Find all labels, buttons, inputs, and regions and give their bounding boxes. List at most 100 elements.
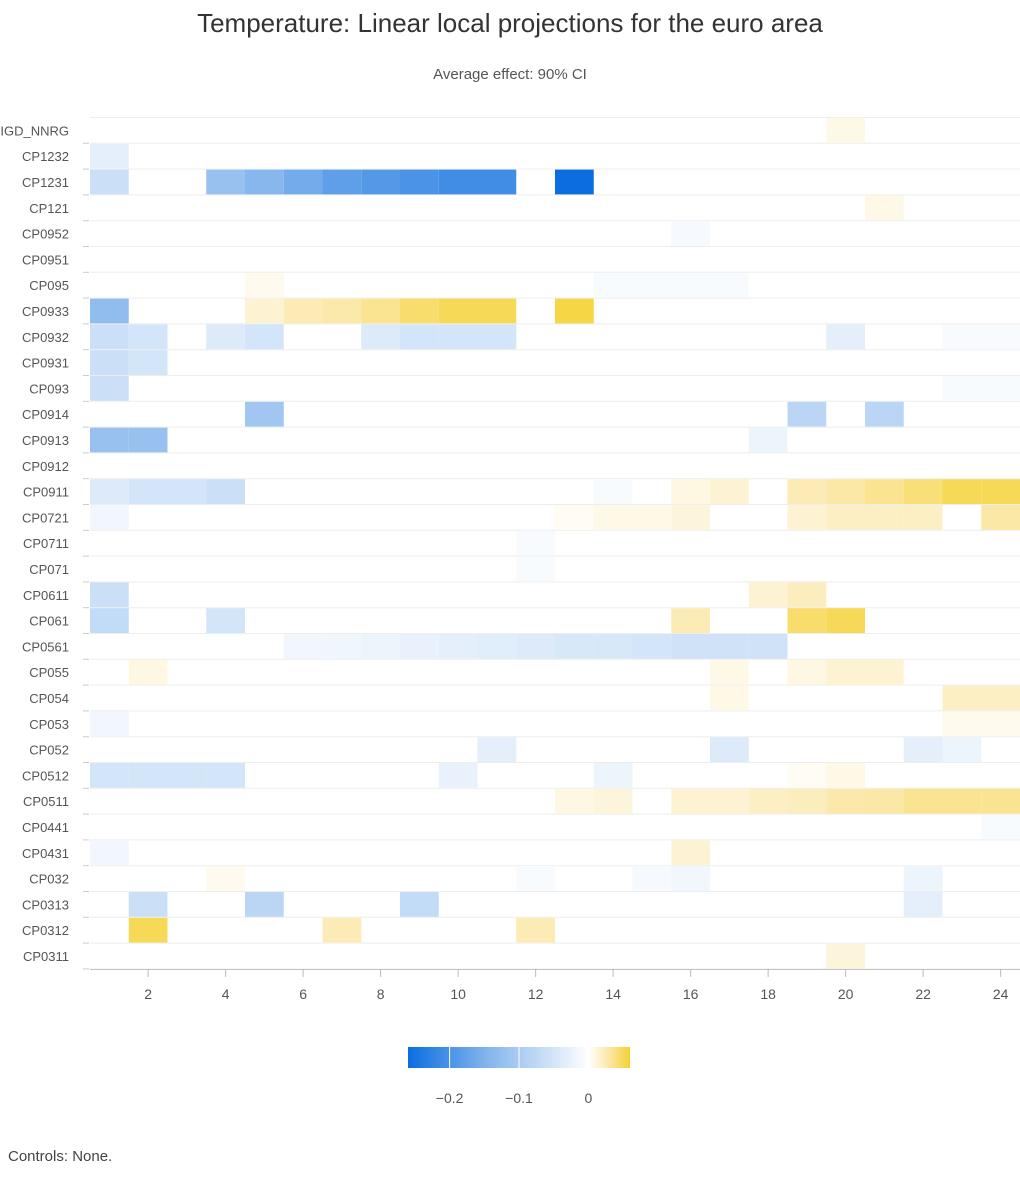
heatmap-cell bbox=[90, 298, 129, 324]
heatmap-cell bbox=[400, 634, 439, 659]
heatmap-cell bbox=[245, 324, 284, 350]
heatmap-cell bbox=[671, 788, 710, 814]
heatmap-cell bbox=[748, 788, 788, 814]
heatmap-cell bbox=[826, 659, 865, 685]
heatmap-cell bbox=[322, 169, 362, 195]
x-tick-label: 22 bbox=[915, 986, 931, 1002]
heatmap-cell bbox=[593, 479, 633, 504]
row-label: CP093 bbox=[29, 381, 69, 396]
row-label: CP1232 bbox=[22, 149, 69, 164]
heatmap-cell bbox=[787, 788, 827, 814]
row-label: IGD_NNRG bbox=[0, 123, 69, 138]
heatmap-cell bbox=[128, 892, 168, 917]
row-label: CP0312 bbox=[22, 923, 69, 938]
heatmap-cell bbox=[477, 169, 517, 195]
heatmap-cell bbox=[903, 737, 943, 762]
row-label: CP053 bbox=[29, 717, 69, 732]
heatmap-cell bbox=[400, 892, 439, 917]
chart-title: Temperature: Linear local projections fo… bbox=[197, 8, 823, 38]
heatmap-cell bbox=[903, 866, 943, 891]
row-label: CP0914 bbox=[22, 407, 69, 422]
heatmap-cell bbox=[90, 479, 129, 504]
heatmap-cell bbox=[942, 685, 982, 711]
heatmap-plot: IGD_NNRGCP1232CP1231CP121CP0952CP0951CP0… bbox=[0, 117, 1020, 1106]
heatmap-cell bbox=[283, 169, 323, 195]
heatmap-cell bbox=[748, 427, 788, 453]
heatmap-cell bbox=[632, 505, 672, 530]
heatmap-cell bbox=[361, 324, 400, 350]
heatmap-cell bbox=[167, 763, 207, 788]
heatmap-cell bbox=[90, 350, 129, 375]
heatmap-cell bbox=[981, 788, 1020, 814]
heatmap-cell bbox=[322, 917, 362, 943]
heatmap-cell bbox=[206, 169, 245, 195]
heatmap-cell bbox=[826, 943, 865, 969]
heatmap-cell bbox=[90, 324, 129, 350]
x-tick-label: 14 bbox=[605, 986, 621, 1002]
heatmap-cell bbox=[322, 298, 362, 324]
heatmap-cell bbox=[865, 505, 904, 530]
row-label: CP095 bbox=[29, 278, 69, 293]
row-label: CP0561 bbox=[22, 639, 69, 654]
heatmap-cell bbox=[671, 479, 710, 504]
heatmap-cell bbox=[942, 324, 982, 350]
heatmap-cell bbox=[555, 505, 594, 530]
heatmap-cell bbox=[90, 169, 129, 195]
heatmap-cell bbox=[90, 143, 129, 169]
heatmap-cell bbox=[90, 582, 129, 608]
row-label: CP032 bbox=[29, 872, 69, 887]
heatmap-cell bbox=[128, 324, 168, 350]
heatmap-cell bbox=[516, 634, 555, 659]
heatmap-cell bbox=[593, 788, 633, 814]
heatmap-cell bbox=[981, 479, 1020, 504]
heatmap-cell bbox=[90, 608, 129, 633]
heatmap-cell bbox=[865, 195, 904, 221]
heatmap-cell bbox=[787, 582, 827, 608]
grid-layer bbox=[90, 117, 1020, 944]
heatmap-cell bbox=[128, 659, 168, 685]
heatmap-cell bbox=[865, 479, 904, 504]
row-label: CP0611 bbox=[23, 588, 69, 603]
x-tick-label: 20 bbox=[838, 986, 854, 1002]
row-label: CP0911 bbox=[23, 485, 69, 500]
heatmap-cell bbox=[283, 298, 323, 324]
heatmap-cell bbox=[128, 763, 168, 788]
heatmap-cell bbox=[826, 479, 865, 504]
heatmap-cell bbox=[942, 737, 982, 762]
row-label: CP0951 bbox=[22, 252, 69, 267]
heatmap-cell bbox=[787, 608, 827, 633]
heatmap-cell bbox=[516, 917, 555, 943]
row-label: CP0933 bbox=[22, 304, 69, 319]
heatmap-cell bbox=[710, 634, 749, 659]
x-tick-label: 12 bbox=[528, 986, 544, 1002]
heatmap-cell bbox=[787, 505, 827, 530]
heatmap-cell bbox=[787, 479, 827, 504]
heatmap-cell bbox=[516, 866, 555, 891]
heatmap-cell bbox=[206, 866, 245, 891]
heatmap-cell bbox=[283, 634, 323, 659]
heatmap-cell bbox=[981, 685, 1020, 711]
row-label: CP055 bbox=[29, 665, 69, 680]
row-label: CP0711 bbox=[23, 536, 69, 551]
heatmap-cell bbox=[206, 324, 245, 350]
heatmap-cell bbox=[826, 505, 865, 530]
heatmap-cell bbox=[903, 479, 943, 504]
heatmap-cell bbox=[361, 298, 400, 324]
heatmap-cell bbox=[322, 634, 362, 659]
heatmap-cell bbox=[671, 840, 710, 866]
heatmap-cell bbox=[477, 737, 517, 762]
heatmap-cell bbox=[361, 169, 400, 195]
heatmap-cell bbox=[477, 634, 517, 659]
heatmap-cell bbox=[90, 505, 129, 530]
heatmap-cell bbox=[555, 298, 594, 324]
legend-tick-label: 0 bbox=[584, 1090, 592, 1106]
heatmap-cell bbox=[632, 866, 672, 891]
legend-tick-label: −0.1 bbox=[505, 1090, 533, 1106]
heatmap-cell bbox=[826, 324, 865, 350]
legend-tick-label: −0.2 bbox=[436, 1090, 464, 1106]
heatmap-cell bbox=[516, 530, 555, 556]
x-tick-label: 4 bbox=[222, 986, 230, 1002]
heatmap-cell bbox=[671, 634, 710, 659]
x-tick-label: 24 bbox=[993, 986, 1009, 1002]
heatmap-cell bbox=[710, 788, 749, 814]
